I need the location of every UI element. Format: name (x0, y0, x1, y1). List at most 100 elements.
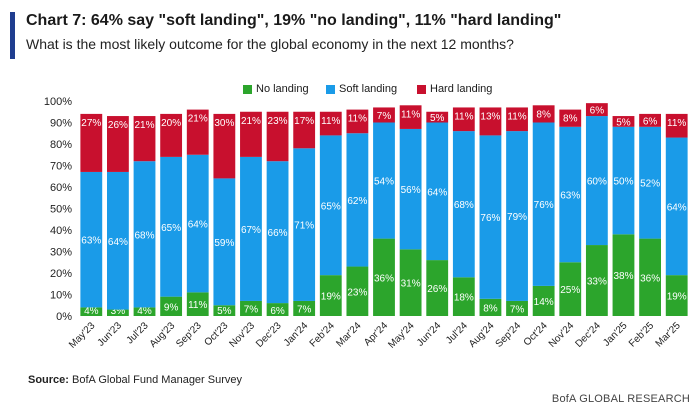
source-text: BofA Global Fund Manager Survey (68, 374, 243, 386)
x-tick-label: Oct'23 (202, 320, 230, 348)
data-label: 65% (161, 223, 181, 234)
data-label: 76% (480, 213, 500, 224)
data-label: 7% (244, 304, 259, 315)
data-label: 59% (214, 238, 234, 249)
bar-segment (319, 275, 342, 316)
data-label: 11% (667, 118, 686, 129)
bar-segment (585, 245, 608, 316)
data-label: 4% (137, 306, 152, 317)
data-label: 14% (534, 297, 554, 308)
data-label: 63% (560, 191, 580, 202)
data-label: 65% (321, 201, 341, 212)
bar-segment (346, 133, 369, 267)
legend-label-soft-landing: Soft landing (339, 83, 398, 95)
chart-title: Chart 7: 64% say "soft landing", 19% "no… (26, 12, 562, 29)
bar-segment (240, 111, 262, 157)
bar-segment (133, 307, 156, 316)
bar-segment (452, 107, 475, 132)
data-label: 50% (613, 177, 633, 188)
source-label: Source: (28, 374, 69, 386)
x-tick-label: Nov'24 (547, 320, 577, 350)
x-tick-label: Oct'24 (522, 320, 550, 348)
data-label: 11% (507, 111, 526, 122)
bar-segment (665, 137, 688, 276)
bar-segment (399, 105, 422, 129)
data-label: 30% (214, 118, 234, 129)
x-tick-label: Aug'23 (148, 320, 178, 350)
bar-segment (266, 111, 289, 162)
data-label: 66% (268, 228, 288, 239)
bar-segment (107, 171, 129, 310)
bar-segment (107, 116, 129, 172)
x-tick-label: Jan'24 (282, 320, 311, 349)
bar-segment (80, 113, 103, 172)
data-label: 11% (454, 111, 473, 122)
bar-segment (213, 305, 236, 316)
data-label: 79% (507, 212, 527, 223)
y-tick-label: 40% (50, 225, 72, 237)
bar-segment (399, 249, 422, 316)
x-tick-label: Feb'25 (627, 320, 656, 349)
bar-segment (80, 307, 103, 316)
bar-segment (426, 260, 449, 316)
data-label: 5% (616, 117, 631, 128)
data-label: 62% (347, 196, 367, 207)
bar-segment (612, 126, 635, 235)
bar-segment (665, 275, 688, 316)
bar-segment (559, 126, 582, 263)
bar-segment (373, 238, 395, 316)
legend-item-soft-landing: Soft landing (326, 83, 397, 95)
data-label: 7% (377, 111, 392, 122)
bar-segment (186, 292, 209, 316)
data-label: 64% (427, 187, 447, 198)
bar-segment (213, 178, 236, 306)
bar-segment (532, 105, 555, 123)
data-label: 68% (135, 230, 155, 241)
bar-segment (665, 113, 688, 138)
data-label: 21% (241, 116, 261, 127)
data-label: 54% (374, 177, 394, 188)
data-label: 19% (667, 292, 687, 303)
bar-segment (240, 300, 262, 316)
bar-segment (585, 103, 608, 117)
x-tick-label: Jun'23 (96, 320, 125, 349)
y-tick-label: 0% (56, 311, 72, 323)
x-tick-label: Dec'24 (573, 320, 603, 350)
bar-segment (160, 156, 183, 297)
x-tick-label: Aug'24 (467, 320, 497, 350)
data-label: 21% (135, 120, 155, 131)
y-tick-label: 10% (50, 290, 72, 302)
x-tick-label: Sep'23 (174, 320, 204, 350)
legend-swatch-hard-landing (417, 84, 426, 94)
accent-bar (10, 12, 15, 59)
x-tick-label: May'24 (386, 320, 417, 351)
data-label: 11% (188, 300, 207, 311)
y-tick-label: 50% (50, 204, 72, 216)
y-tick-label: 20% (50, 268, 72, 280)
data-label: 36% (374, 273, 394, 284)
data-label: 23% (347, 287, 367, 298)
legend-label-hard-landing: Hard landing (430, 83, 493, 95)
data-label: 36% (640, 273, 660, 284)
bar-segment (80, 171, 103, 308)
data-label: 63% (81, 236, 101, 247)
bar-segment (532, 285, 555, 316)
data-label: 6% (590, 106, 605, 117)
data-label: 26% (108, 120, 128, 131)
legend-label-no-landing: No landing (256, 83, 309, 95)
data-label: 4% (84, 306, 99, 317)
y-tick-label: 30% (50, 247, 72, 259)
bar-segment (612, 116, 635, 127)
y-tick-label: 60% (50, 182, 72, 194)
bar-segment (639, 113, 661, 127)
bar-segment (639, 126, 661, 239)
legend-swatch-no-landing (243, 84, 252, 94)
bar-segment (399, 128, 422, 250)
bar-segment (479, 298, 502, 316)
bar-segment (426, 111, 449, 123)
bar-segment (133, 161, 156, 308)
data-label: 56% (401, 185, 421, 196)
bar-segment (160, 113, 183, 157)
data-label: 64% (188, 220, 208, 231)
